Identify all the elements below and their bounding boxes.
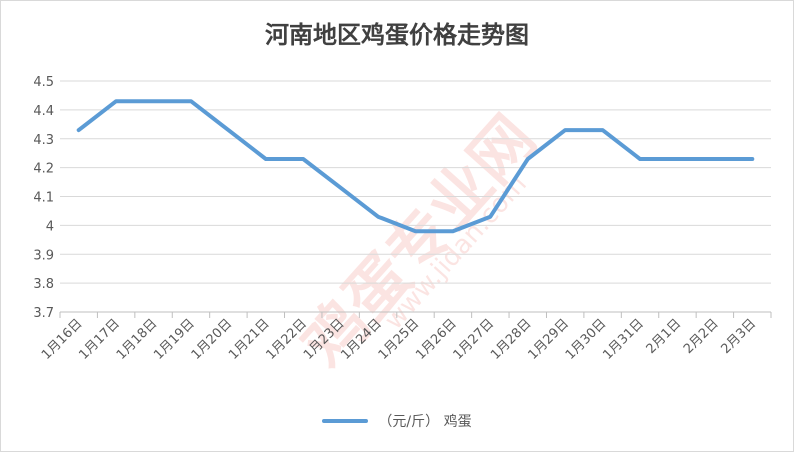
y-tick-label: 3.9 <box>33 248 54 263</box>
legend-label: （元/斤） 鸡蛋 <box>378 414 472 430</box>
x-tick-label: 1月27日 <box>451 316 498 363</box>
x-tick-label: 1月20日 <box>189 316 236 363</box>
series-line <box>76 99 755 234</box>
x-tick-label: 2月1日 <box>644 316 685 357</box>
y-tick-label: 4 <box>46 219 54 234</box>
x-tick-label: 1月29日 <box>525 316 572 363</box>
x-tick-label: 1月30日 <box>563 316 610 363</box>
y-tick-label: 4.4 <box>33 104 54 119</box>
x-tick-label: 1月17日 <box>76 316 123 363</box>
x-tick-label: 1月21日 <box>226 316 273 363</box>
x-tick-label: 1月16日 <box>39 316 86 363</box>
chart-title: 河南地区鸡蛋价格走势图 <box>265 20 529 49</box>
x-tick-label: 1月19日 <box>151 316 198 363</box>
y-tick-label: 4.2 <box>33 162 54 177</box>
y-tick-label: 4.1 <box>33 191 54 206</box>
x-tick-label: 1月26日 <box>413 316 460 363</box>
legend-swatch <box>322 419 369 423</box>
y-tick-label: 4.3 <box>33 133 54 148</box>
x-tick-label: 1月31日 <box>600 316 647 363</box>
x-tick-label: 2月3日 <box>718 316 759 357</box>
legend: （元/斤） 鸡蛋 <box>1 411 793 431</box>
y-tick-label: 3.7 <box>33 306 54 321</box>
y-tick-label: 4.5 <box>33 75 54 90</box>
y-tick-label: 3.8 <box>33 277 54 292</box>
x-tick-label: 2月2日 <box>681 316 722 357</box>
x-tick-label: 1月28日 <box>488 316 535 363</box>
x-tick-label: 1月18日 <box>114 316 161 363</box>
